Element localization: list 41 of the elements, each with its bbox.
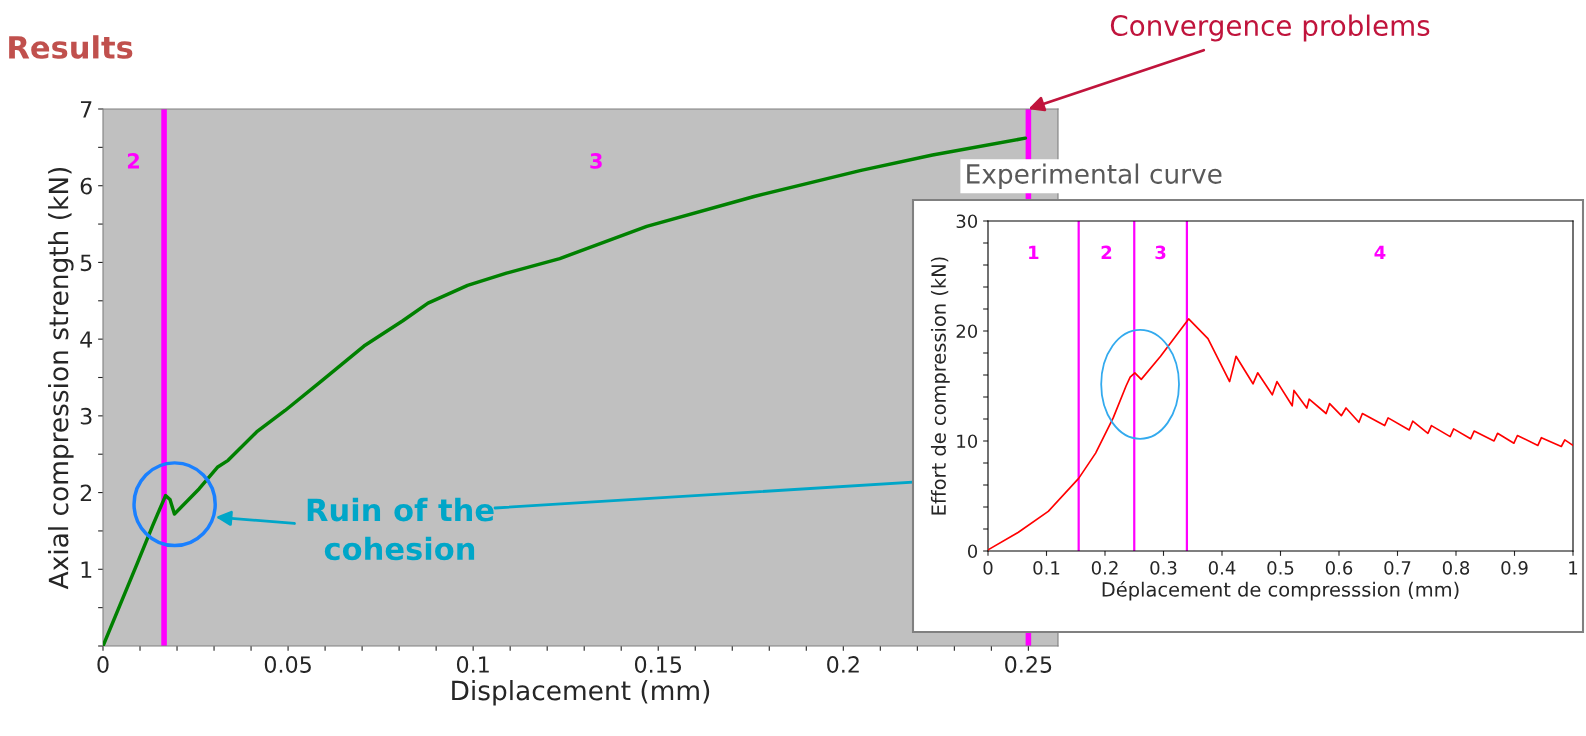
y-tick-label: 2 (80, 484, 92, 502)
x-tick-label: 0.4 (1208, 561, 1236, 575)
chart-title: Results (9, 35, 133, 59)
annotation: 1 (1029, 245, 1039, 259)
x-tick-label: 0.8 (1442, 561, 1470, 575)
x-tick-label: 0 (97, 656, 109, 673)
annotation: Convergence problems (1110, 14, 1430, 42)
y-tick-label: 7 (80, 101, 92, 118)
y-tick-label: 6 (80, 177, 92, 195)
y-axis-title: Effort de compression (kN) (930, 257, 950, 515)
y-tick-label: 5 (80, 254, 92, 272)
x-tick-label: 0 (983, 561, 993, 575)
y-tick-label: 4 (80, 331, 93, 348)
x-tick-label: 0.5 (1267, 561, 1294, 575)
chart-title: Experimental curve (967, 163, 1222, 189)
y-tick-label: 10 (957, 434, 978, 449)
x-axis-title: Déplacement de compresssion (mm) (1102, 580, 1459, 601)
y-axis-title: Axial compression strength (kN) (48, 167, 74, 590)
annotation: 4 (1374, 245, 1386, 259)
x-tick-label: 0.2 (1091, 561, 1118, 575)
x-axis-title: Displacement (mm) (452, 680, 710, 706)
x-tick-label: 0.6 (1325, 561, 1353, 575)
y-tick-label: 0 (967, 544, 978, 559)
x-tick-label: 0.1 (1033, 561, 1060, 575)
y-tick-label: 20 (956, 324, 978, 339)
x-tick-label: 1 (1569, 561, 1578, 575)
x-tick-label: 0.3 (1150, 561, 1177, 575)
annotation: 2 (127, 152, 139, 169)
annotation: Ruin of the cohesion (307, 497, 494, 561)
x-tick-label: 0.05 (264, 656, 311, 673)
x-tick-label: 0.2 (827, 656, 859, 673)
x-tick-label: 0.25 (1005, 656, 1052, 673)
annotation: 2 (1101, 245, 1112, 259)
x-tick-label: 0.1 (456, 656, 489, 673)
y-tick-label: 3 (80, 407, 92, 425)
x-tick-label: 0.15 (634, 656, 682, 673)
annotation: 3 (1155, 245, 1166, 260)
x-tick-label: 0.9 (1501, 561, 1528, 575)
x-tick-label: 0.7 (1384, 561, 1411, 575)
y-tick-label: 30 (956, 214, 978, 229)
annotation: 3 (590, 152, 602, 169)
